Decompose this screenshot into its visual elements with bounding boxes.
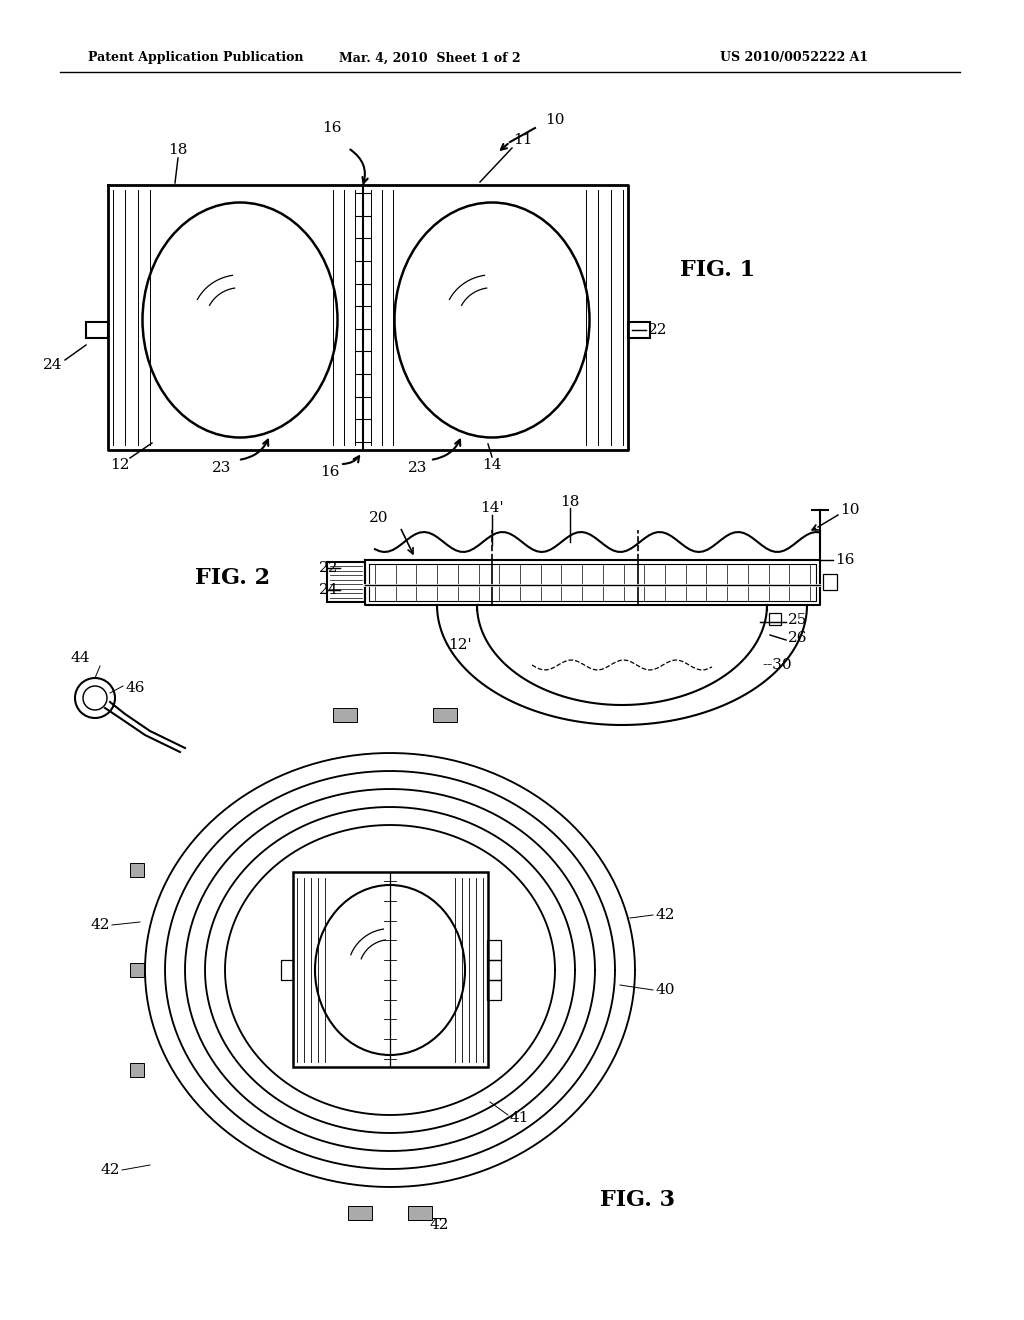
Bar bbox=[130, 863, 144, 876]
Text: Mar. 4, 2010  Sheet 1 of 2: Mar. 4, 2010 Sheet 1 of 2 bbox=[339, 51, 521, 65]
Text: US 2010/0052222 A1: US 2010/0052222 A1 bbox=[720, 51, 868, 65]
Bar bbox=[293, 873, 488, 1067]
Text: 18: 18 bbox=[560, 495, 580, 510]
Text: 16: 16 bbox=[321, 465, 340, 479]
Text: 16: 16 bbox=[835, 553, 854, 568]
Text: 42: 42 bbox=[430, 1218, 450, 1232]
Text: 18: 18 bbox=[168, 143, 187, 157]
Text: 41: 41 bbox=[510, 1111, 529, 1125]
Ellipse shape bbox=[315, 884, 465, 1055]
Bar bbox=[333, 708, 357, 722]
Text: 12: 12 bbox=[111, 458, 130, 473]
Text: 10: 10 bbox=[545, 114, 564, 127]
Bar bbox=[487, 979, 501, 1001]
Text: 42: 42 bbox=[655, 908, 675, 921]
Text: 10: 10 bbox=[840, 503, 859, 517]
Bar bbox=[130, 1063, 144, 1077]
Bar bbox=[823, 574, 837, 590]
Bar bbox=[769, 612, 781, 624]
Text: 11: 11 bbox=[513, 133, 532, 147]
Text: 40: 40 bbox=[655, 983, 675, 997]
Text: 23: 23 bbox=[409, 461, 428, 475]
Bar bbox=[433, 708, 457, 722]
Text: FIG. 3: FIG. 3 bbox=[600, 1189, 675, 1210]
Bar bbox=[408, 1206, 432, 1220]
Bar bbox=[628, 322, 650, 338]
Text: 20: 20 bbox=[369, 511, 388, 525]
Text: FIG. 1: FIG. 1 bbox=[680, 259, 755, 281]
Text: 24: 24 bbox=[318, 583, 338, 597]
Text: 46: 46 bbox=[125, 681, 144, 696]
Text: 14': 14' bbox=[480, 502, 504, 515]
Text: 24: 24 bbox=[43, 358, 62, 372]
Text: 25: 25 bbox=[788, 612, 807, 627]
Text: 26: 26 bbox=[788, 631, 808, 645]
Text: --30: --30 bbox=[762, 657, 792, 672]
Bar bbox=[130, 964, 144, 977]
Text: FIG. 2: FIG. 2 bbox=[195, 568, 270, 589]
Text: 44: 44 bbox=[71, 651, 90, 665]
Text: 22: 22 bbox=[648, 323, 668, 337]
Text: 22: 22 bbox=[318, 561, 338, 576]
Text: 14: 14 bbox=[482, 458, 502, 473]
Bar bbox=[348, 1206, 372, 1220]
Text: 16: 16 bbox=[323, 121, 342, 135]
Text: 12': 12' bbox=[449, 638, 472, 652]
Bar bbox=[487, 960, 501, 979]
Text: Patent Application Publication: Patent Application Publication bbox=[88, 51, 303, 65]
Bar bbox=[487, 940, 501, 960]
Bar bbox=[327, 562, 365, 602]
Bar bbox=[86, 322, 108, 338]
Text: 42: 42 bbox=[100, 1163, 120, 1177]
Text: 42: 42 bbox=[90, 917, 110, 932]
Text: 23: 23 bbox=[212, 461, 231, 475]
Bar bbox=[281, 960, 293, 979]
